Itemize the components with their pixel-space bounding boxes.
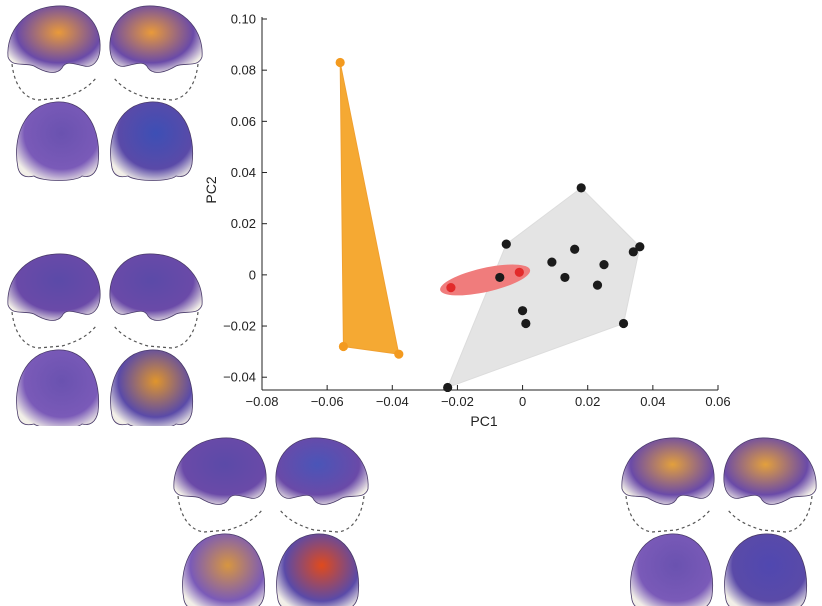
data-point: [501, 239, 511, 249]
data-point: [338, 341, 349, 352]
data-point: [335, 57, 345, 68]
x-tick-label: −0.04: [376, 394, 409, 409]
y-tick-label: 0.04: [231, 165, 256, 180]
group-hulls: [339, 62, 641, 389]
data-point: [635, 242, 645, 252]
data-point: [570, 244, 580, 254]
x-tick-label: 0: [519, 394, 526, 409]
specimen-panel-middle-left: [0, 248, 210, 426]
group-ellipse: [440, 264, 531, 296]
specimen-renders: [621, 437, 817, 606]
data-point: [446, 283, 456, 293]
y-tick-label: 0.10: [231, 12, 256, 27]
x-tick-label: 0.04: [640, 394, 665, 409]
specimen-panel-top-left: [0, 0, 210, 185]
y-tick-label: −0.04: [223, 370, 256, 385]
skull-lateral-view: [173, 437, 267, 533]
specimen-renders: [7, 5, 203, 181]
skull-lateral-view: [723, 437, 817, 533]
skull-lateral-view: [7, 5, 101, 101]
x-tick-label: −0.02: [441, 394, 474, 409]
skull-posterior-view: [16, 349, 100, 426]
chart-svg: −0.08 −0.06 −0.04 −0.02 0 0.02 0.04 0.06 −0.04−…: [203, 12, 730, 430]
y-tick-label: −0.02: [223, 319, 256, 334]
skull-posterior-view: [630, 533, 714, 606]
specimen-panel-bottom-center: [166, 432, 378, 606]
skull-lateral-view: [109, 5, 203, 101]
skull-posterior-view: [276, 533, 360, 606]
data-point: [628, 247, 638, 257]
y-axis-label: PC2: [203, 176, 219, 203]
specimen-panel-bottom-right: [616, 432, 822, 606]
y-tick-label: 0.06: [231, 114, 256, 129]
skull-posterior-view: [724, 533, 808, 606]
x-tick-label: −0.08: [246, 394, 279, 409]
axes: −0.08 −0.06 −0.04 −0.02 0 0.02 0.04 0.06 −0.04−…: [203, 12, 730, 430]
x-ticks: −0.08 −0.06 −0.04 −0.02 0 0.02 0.04 0.06: [246, 385, 730, 409]
skull-lateral-view: [109, 253, 203, 349]
data-point: [576, 183, 586, 193]
skull-posterior-view: [182, 533, 266, 606]
data-point: [547, 257, 557, 267]
skull-lateral-view: [7, 253, 101, 349]
specimen-renders: [7, 253, 203, 426]
x-tick-label: 0.06: [705, 394, 730, 409]
skull-lateral-view: [275, 437, 369, 533]
skull-posterior-view: [110, 101, 194, 181]
specimen-renders: [173, 437, 369, 606]
data-point: [517, 306, 528, 316]
skull-posterior-view: [110, 349, 194, 426]
group-hull: [339, 62, 400, 355]
data-point: [521, 318, 531, 329]
x-axis-label: PC1: [470, 413, 497, 429]
y-tick-label: 0: [249, 267, 256, 282]
data-point: [394, 349, 404, 359]
data-point: [495, 272, 505, 283]
skull-posterior-view: [16, 101, 100, 181]
y-tick-label: 0.08: [231, 63, 256, 78]
data-point: [592, 280, 603, 290]
skull-lateral-view: [621, 437, 715, 533]
data-point: [618, 318, 629, 329]
pca-scatter-plot: −0.08 −0.06 −0.04 −0.02 0 0.02 0.04 0.06 −0.04−…: [200, 0, 730, 440]
data-point: [599, 260, 609, 270]
data-point: [443, 382, 453, 393]
y-tick-label: 0.02: [231, 216, 256, 231]
data-point: [514, 267, 524, 277]
y-ticks: −0.04 −0.02 0 0.02 0.04 0.06 0.08 0.10: [223, 12, 267, 385]
data-point: [560, 272, 570, 283]
x-tick-label: 0.02: [575, 394, 600, 409]
x-tick-label: −0.06: [311, 394, 344, 409]
data-points: [335, 57, 645, 393]
